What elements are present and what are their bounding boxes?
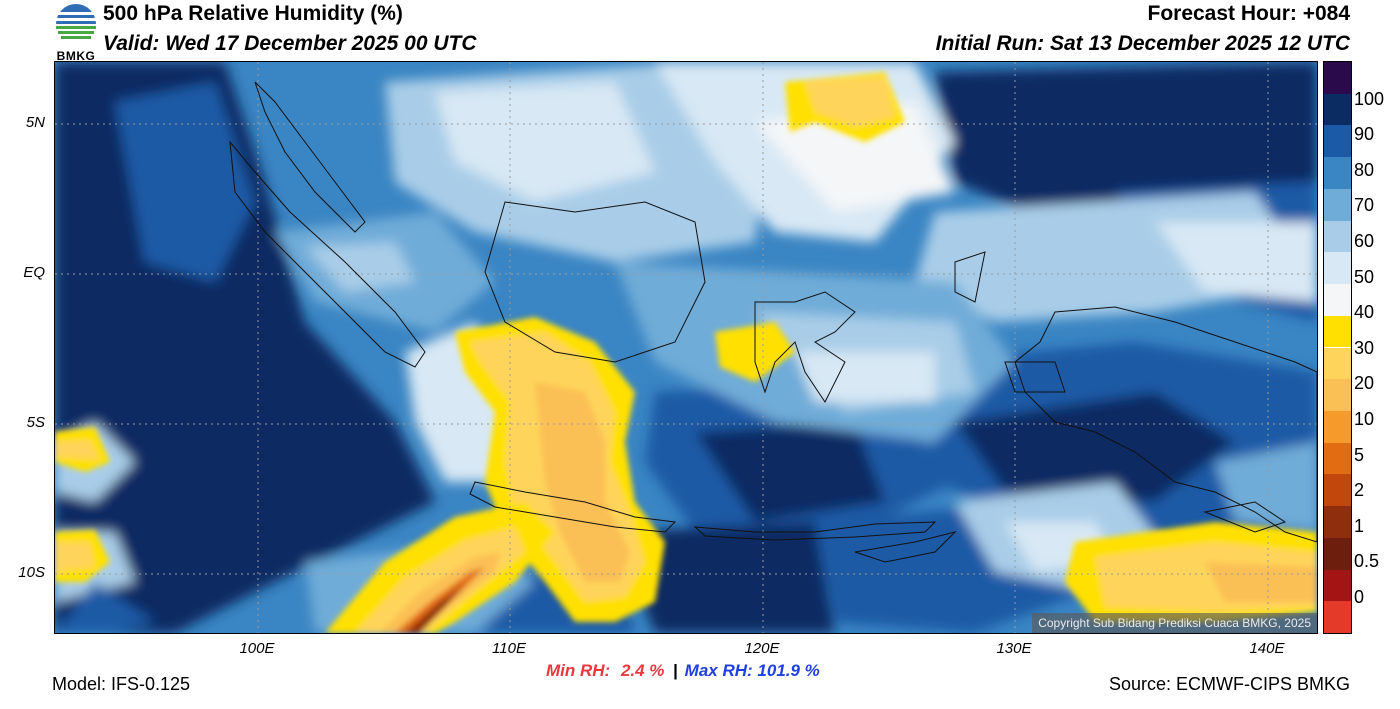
- colorbar-band: [1324, 125, 1351, 158]
- colorbar-band: [1324, 284, 1351, 316]
- humidity-field: [55, 62, 1317, 633]
- colorbar-band: [1324, 601, 1351, 633]
- colorbar-label-30: 30: [1354, 338, 1375, 358]
- lat-label-10s: 10S: [18, 564, 45, 581]
- lon-label-130e: 130E: [996, 640, 1032, 657]
- colorbar-band: [1324, 474, 1351, 507]
- min-rh-label: Min RH:: [546, 661, 611, 680]
- colorbar-band: [1324, 93, 1351, 126]
- colorbar-label-5: 5: [1354, 445, 1365, 465]
- colorbar-label-0-5: 0.5: [1354, 551, 1380, 571]
- colorbar-label-50: 50: [1354, 267, 1375, 287]
- colorbar-label-40: 40: [1354, 302, 1375, 322]
- colorbar-band: [1324, 252, 1351, 285]
- colorbar-label-100: 100: [1354, 89, 1385, 109]
- initial-run: Initial Run: Sat 13 December 2025 12 UTC: [935, 32, 1350, 55]
- colorbar-band: [1324, 442, 1351, 475]
- colorbar-label-10: 10: [1354, 409, 1375, 429]
- lon-label-100e: 100E: [239, 640, 275, 657]
- colorbar-band: [1324, 220, 1351, 253]
- colorbar-label-80: 80: [1354, 160, 1375, 180]
- source-label: Source: ECMWF-CIPS BMKG: [1108, 674, 1350, 694]
- map-title: 500 hPa Relative Humidity (%): [103, 2, 403, 25]
- colorbar-label-90: 90: [1354, 124, 1375, 144]
- bmkg-logo-text: BMKG: [56, 49, 96, 63]
- min-rh-value: 2.4 %: [620, 661, 665, 680]
- colorbar-label-20: 20: [1354, 373, 1375, 393]
- lat-label-eq: EQ: [23, 264, 45, 281]
- colorbar-label-1: 1: [1354, 516, 1365, 536]
- max-rh: Max RH: 101.9 %: [684, 661, 820, 680]
- map-graticule: [55, 62, 1317, 633]
- rh-stats: Min RH: 2.4 % | Max RH: 101.9 %: [546, 661, 820, 681]
- humidity-colorbar: [1323, 61, 1352, 634]
- colorbar-band: [1324, 537, 1351, 570]
- colorbar-band: [1324, 188, 1351, 221]
- colorbar-label-60: 60: [1354, 231, 1375, 251]
- bmkg-logo: BMKG: [52, 2, 100, 63]
- colorbar-band: [1324, 410, 1351, 443]
- colorbar-band: [1324, 569, 1351, 602]
- colorbar-label-70: 70: [1354, 195, 1375, 215]
- lon-label-110e: 110E: [492, 640, 526, 657]
- lon-label-140e: 140E: [1249, 640, 1285, 657]
- lon-label-120e: 120E: [744, 640, 780, 657]
- bmkg-logo-icon: [56, 4, 96, 39]
- colorbar-band: [1324, 379, 1351, 411]
- valid-time: Valid: Wed 17 December 2025 00 UTC: [103, 32, 477, 55]
- humidity-map: Copyright Sub Bidang Prediksi Cuaca BMKG…: [54, 61, 1318, 634]
- rh-separator: |: [673, 661, 678, 680]
- colorbar-band: [1324, 62, 1351, 94]
- colorbar-band: [1324, 315, 1351, 348]
- coastlines: [229, 81, 1317, 563]
- colorbar-band: [1324, 506, 1351, 538]
- model-label: Model: IFS-0.125: [52, 674, 191, 694]
- colorbar-band: [1324, 157, 1351, 189]
- copyright-notice: Copyright Sub Bidang Prediksi Cuaca BMKG…: [1032, 613, 1317, 633]
- colorbar-label-2: 2: [1354, 480, 1365, 500]
- forecast-hour: Forecast Hour: +084: [1147, 2, 1351, 25]
- lat-label-5s: 5S: [26, 414, 45, 431]
- lat-label-5n: 5N: [25, 114, 45, 131]
- colorbar-band: [1324, 347, 1351, 380]
- colorbar-label-0: 0: [1354, 587, 1365, 607]
